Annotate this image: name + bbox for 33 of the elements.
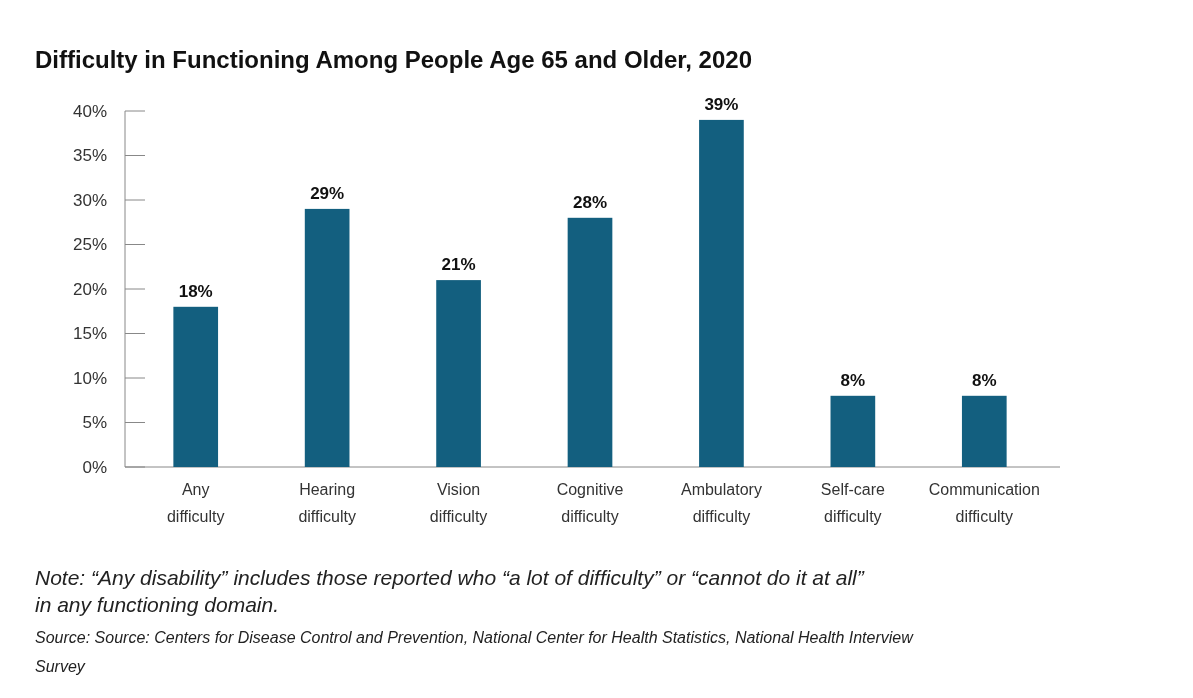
bar (699, 119, 744, 467)
y-tick-label: 25% (72, 235, 107, 255)
data-label: 21% (441, 255, 476, 275)
bar (436, 280, 481, 467)
bar (173, 306, 219, 467)
bar (830, 395, 876, 467)
y-tick-label: 35% (72, 146, 107, 166)
x-tick-label: Self-care difficulty (820, 481, 885, 525)
y-tick-label: 40% (72, 101, 107, 121)
y-tick-label: 0% (82, 457, 107, 477)
y-tick-label: 15% (72, 324, 107, 344)
bar (304, 208, 350, 467)
data-label: 29% (310, 183, 345, 203)
chart-title: Difficulty in Functioning Among People Age 65 and Older, 2020 (35, 46, 752, 73)
source-note: Source: Source: Centers for Disease Control and Prevention, National Center for Health Statistics, National Health Interview Survey (35, 629, 915, 675)
x-tick-label: Communication difficulty (928, 481, 1040, 525)
bar (567, 217, 613, 467)
data-label: 39% (704, 94, 739, 114)
y-tick-label: 20% (72, 279, 107, 299)
y-tick-label: 5% (82, 413, 107, 433)
x-tick-label: Any difficulty (166, 481, 225, 525)
text: Note: “Any disability” includes those reported who “a lot of difficulty” or “cannot do it at all” in any functioning domain. (35, 566, 865, 616)
data-label: 28% (572, 192, 608, 212)
data-label: 18% (178, 281, 213, 301)
y-tick-label: 10% (72, 368, 107, 388)
data-label: 8% (840, 370, 866, 390)
x-tick-label: Vision difficulty (429, 481, 488, 525)
y-tick-label: 30% (72, 190, 107, 210)
bar (961, 395, 1007, 467)
x-tick-label: Cognitive difficulty (556, 481, 624, 525)
data-label: 8% (972, 370, 997, 390)
x-tick-label: Hearing difficulty (298, 481, 356, 525)
x-tick-label: Ambulatory difficulty (680, 481, 762, 525)
